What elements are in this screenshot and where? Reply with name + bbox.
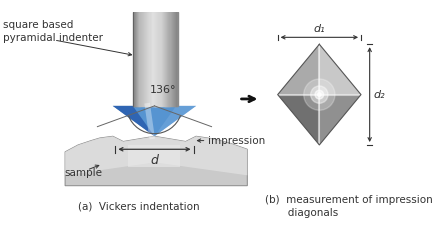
Bar — [157, 12, 159, 106]
Circle shape — [318, 93, 321, 96]
Circle shape — [304, 79, 335, 110]
Bar — [150, 12, 152, 106]
Text: (a)  Vickers indentation: (a) Vickers indentation — [78, 202, 200, 212]
Bar — [154, 12, 156, 106]
Bar — [152, 12, 154, 106]
Bar — [148, 12, 150, 106]
Text: square based
pyramidal indenter: square based pyramidal indenter — [3, 20, 103, 43]
Bar — [170, 12, 171, 106]
Circle shape — [315, 90, 324, 99]
Text: sample: sample — [65, 168, 102, 178]
Bar — [141, 12, 142, 106]
Bar — [176, 12, 178, 106]
Bar — [143, 12, 145, 106]
Bar — [163, 12, 165, 106]
Polygon shape — [320, 44, 361, 95]
Bar — [159, 12, 161, 106]
Bar — [172, 12, 174, 106]
Bar — [139, 12, 141, 106]
Bar — [174, 12, 176, 106]
Bar — [162, 12, 163, 106]
Text: d₁: d₁ — [314, 24, 325, 34]
Bar — [166, 12, 168, 106]
Bar — [161, 12, 162, 106]
Bar — [156, 12, 158, 106]
Bar — [158, 12, 160, 106]
Bar — [146, 12, 148, 106]
Bar — [137, 12, 139, 106]
Bar — [134, 12, 136, 106]
Bar — [145, 12, 147, 106]
Bar — [167, 12, 169, 106]
Polygon shape — [65, 136, 247, 186]
Bar — [168, 12, 170, 106]
Bar — [164, 12, 166, 106]
Bar — [153, 12, 154, 106]
Polygon shape — [154, 106, 196, 136]
Bar — [170, 12, 172, 106]
Text: d₂: d₂ — [373, 90, 385, 100]
Bar — [142, 12, 143, 106]
Polygon shape — [129, 145, 181, 167]
Text: (b)  measurement of impression
       diagonals: (b) measurement of impression diagonals — [265, 195, 433, 218]
Polygon shape — [113, 106, 154, 136]
Polygon shape — [278, 44, 320, 95]
Bar — [138, 12, 140, 106]
Bar — [144, 12, 146, 106]
Bar — [135, 12, 137, 106]
Polygon shape — [113, 106, 154, 136]
Bar — [147, 12, 149, 106]
Bar — [175, 12, 177, 106]
Polygon shape — [320, 95, 361, 145]
Bar — [165, 12, 167, 106]
Circle shape — [311, 86, 328, 103]
Bar — [136, 12, 138, 106]
Text: d: d — [150, 155, 158, 167]
Text: 136°: 136° — [150, 85, 176, 95]
Bar — [155, 12, 157, 106]
Polygon shape — [113, 106, 196, 136]
Bar — [150, 12, 151, 106]
Bar — [133, 12, 134, 106]
Text: impression: impression — [208, 136, 266, 146]
Polygon shape — [278, 95, 320, 145]
Bar — [173, 12, 174, 106]
Polygon shape — [65, 136, 247, 175]
